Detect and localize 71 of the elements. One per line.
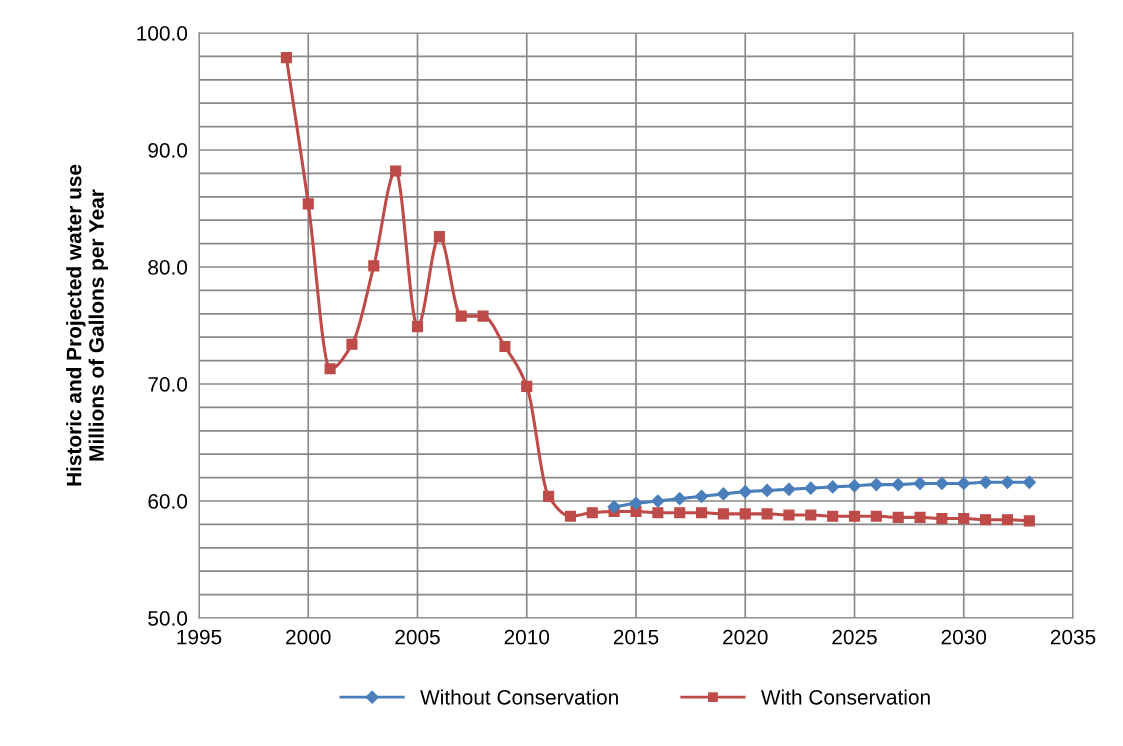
y-tick-label: 80.0 xyxy=(148,260,188,275)
point xyxy=(629,496,643,510)
y-tick-label: 50.0 xyxy=(148,611,188,626)
point xyxy=(695,507,708,519)
point xyxy=(390,165,402,177)
point xyxy=(607,500,621,514)
point xyxy=(957,476,971,491)
point xyxy=(804,481,818,495)
x-tick-label: 2020 xyxy=(723,629,768,645)
point xyxy=(433,231,445,243)
point xyxy=(935,476,949,491)
point xyxy=(892,511,904,523)
legend-label: Without Conservation xyxy=(420,689,618,705)
point xyxy=(782,482,796,496)
point xyxy=(827,510,839,522)
legend-label: With Conservation xyxy=(760,689,930,705)
point xyxy=(869,478,883,492)
point xyxy=(870,510,882,522)
point xyxy=(958,512,970,525)
point xyxy=(716,487,730,501)
point xyxy=(783,509,795,521)
point xyxy=(805,509,817,521)
point xyxy=(1000,475,1015,489)
x-tick-label: 2015 xyxy=(613,629,659,645)
x-tick-label: 1995 xyxy=(177,629,222,645)
x-tick-label: 2035 xyxy=(1050,629,1096,645)
point xyxy=(1023,515,1035,527)
x-tick-label: 2025 xyxy=(832,629,877,645)
point xyxy=(324,363,336,375)
point xyxy=(280,52,292,64)
point xyxy=(826,480,840,494)
point xyxy=(760,483,774,498)
point xyxy=(761,508,773,520)
y-tick-label: 70.0 xyxy=(148,377,188,392)
point xyxy=(1022,475,1036,489)
point xyxy=(674,507,686,519)
point xyxy=(848,510,861,522)
x-tick-label: 2010 xyxy=(504,629,550,645)
point xyxy=(891,478,905,492)
x-tick-label: 2030 xyxy=(941,629,987,645)
point xyxy=(847,479,862,493)
point xyxy=(1001,514,1014,526)
point xyxy=(564,510,577,522)
point xyxy=(455,310,467,322)
point xyxy=(411,321,424,333)
y-axis-title: Historic and Projected water use Millions of Gallons per Year xyxy=(66,164,108,486)
point xyxy=(738,485,752,499)
point xyxy=(936,512,948,525)
point xyxy=(694,489,709,503)
point xyxy=(739,508,751,520)
point xyxy=(980,514,992,526)
x-tick-label: 2000 xyxy=(286,629,331,645)
point xyxy=(302,198,314,210)
point xyxy=(914,511,926,523)
point xyxy=(543,490,555,502)
point xyxy=(717,508,729,520)
y-tick-label: 100.0 xyxy=(137,26,188,41)
point xyxy=(673,492,687,506)
point xyxy=(346,338,358,350)
point xyxy=(499,341,511,353)
point xyxy=(651,494,665,508)
y-tick-label: 90.0 xyxy=(148,143,188,158)
point xyxy=(586,507,598,519)
point xyxy=(368,260,380,272)
point xyxy=(521,380,533,392)
point xyxy=(979,475,993,489)
point xyxy=(477,310,489,322)
x-tick-label: 2005 xyxy=(395,629,440,645)
y-tick-label: 60.0 xyxy=(148,494,188,509)
point xyxy=(913,476,927,491)
point xyxy=(652,507,664,519)
